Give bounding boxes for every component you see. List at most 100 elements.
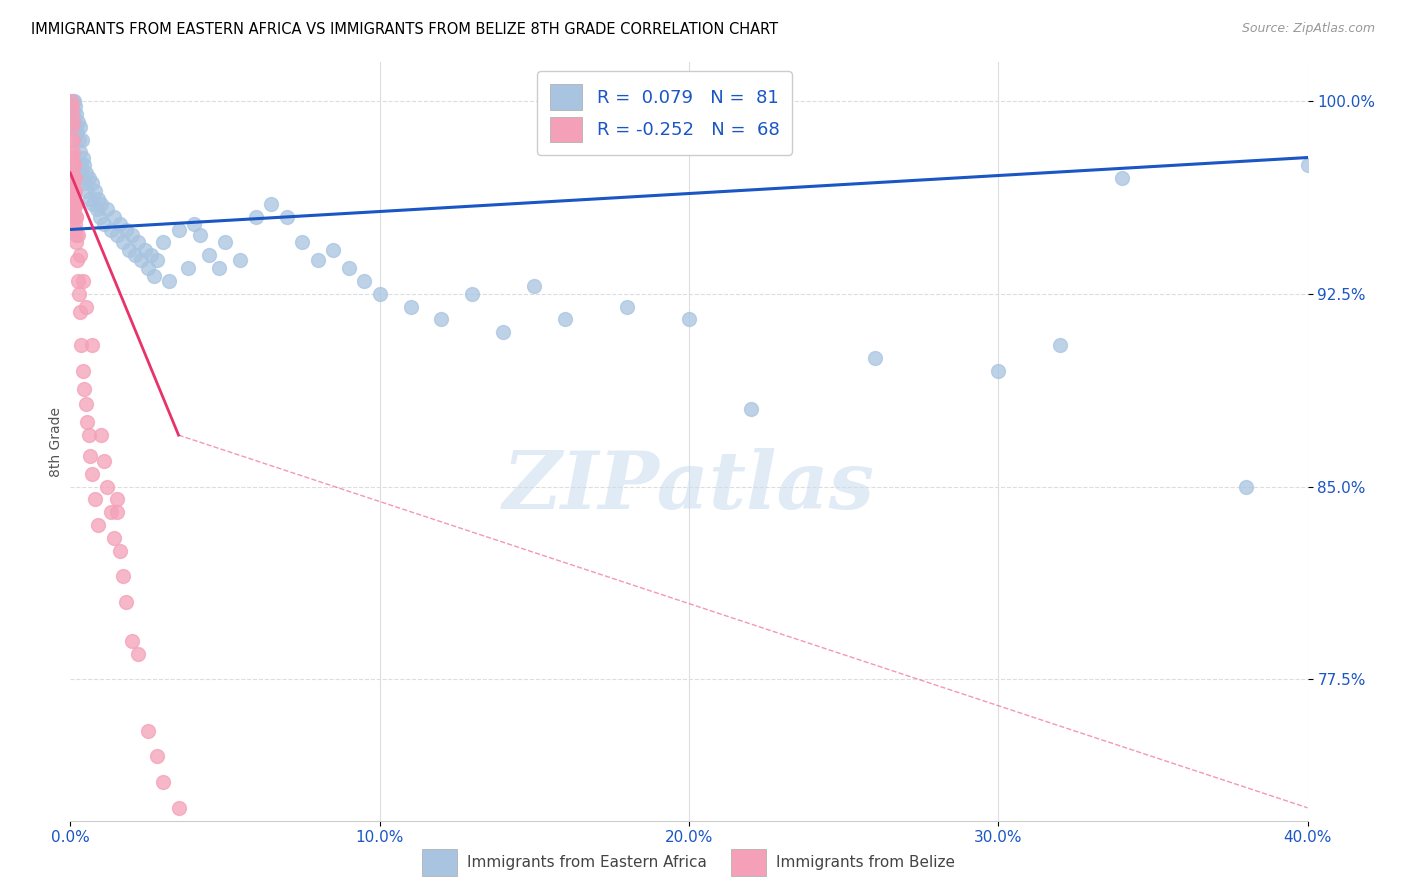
Point (82, 196, 105, 211)
Point (1111, 171, 1133, 186)
Point (108, 543, 131, 558)
Point (152, 235, 174, 250)
Point (63, 99, 86, 113)
Point (276, 210, 298, 224)
Point (77, 428, 100, 442)
Point (124, 248, 146, 262)
Point (616, 300, 638, 314)
Point (208, 261, 231, 276)
Point (76, 184, 98, 198)
Point (523, 279, 546, 293)
Point (103, 531, 125, 545)
Point (80, 176, 103, 190)
Point (67, 227, 90, 242)
Y-axis label: 8th Grade: 8th Grade (49, 407, 63, 476)
Point (492, 326, 515, 340)
Point (105, 505, 128, 519)
Text: Immigrants from Belize: Immigrants from Belize (776, 855, 955, 870)
Point (96, 479, 118, 493)
Point (93, 454, 115, 468)
Point (69, 304, 91, 318)
Point (63, 171, 86, 186)
Point (63, 94, 86, 108)
Point (167, 801, 190, 815)
Point (62, 145, 84, 160)
Point (63, 218, 86, 232)
Point (430, 312, 453, 326)
Point (60, 132, 83, 146)
Point (111, 569, 134, 583)
Point (60, 166, 83, 180)
Text: ZIPatlas: ZIPatlas (503, 449, 875, 525)
Point (63, 184, 86, 198)
Point (863, 351, 886, 365)
Point (84, 492, 107, 507)
Point (105, 227, 128, 242)
Point (103, 210, 125, 224)
Point (146, 253, 169, 268)
Point (291, 235, 314, 250)
Point (70, 338, 93, 352)
Point (100, 505, 122, 519)
Point (322, 243, 344, 257)
Point (66, 253, 89, 268)
Point (60, 145, 83, 160)
Point (146, 749, 169, 764)
Point (73, 158, 96, 172)
Point (111, 235, 134, 250)
Point (399, 300, 422, 314)
Point (66, 125, 89, 139)
Point (62, 99, 84, 113)
Text: IMMIGRANTS FROM EASTERN AFRICA VS IMMIGRANTS FROM BELIZE 8TH GRADE CORRELATION C: IMMIGRANTS FROM EASTERN AFRICA VS IMMIGR… (31, 22, 778, 37)
Point (96, 202, 118, 216)
Point (167, 222, 190, 236)
Point (134, 243, 156, 257)
Point (87, 518, 110, 533)
Point (80, 338, 103, 352)
Point (65, 196, 87, 211)
Point (461, 286, 484, 301)
Point (229, 253, 252, 268)
Point (79, 449, 101, 463)
Point (678, 312, 700, 326)
Point (100, 222, 122, 236)
Point (188, 227, 211, 242)
Point (65, 196, 87, 211)
Point (62, 176, 84, 190)
Point (89, 210, 111, 224)
Point (740, 402, 762, 417)
Point (75, 300, 97, 314)
Point (118, 243, 141, 257)
Point (121, 633, 143, 648)
Point (136, 261, 159, 276)
Point (115, 595, 138, 609)
Point (63, 222, 86, 236)
Point (62, 114, 84, 128)
Point (127, 235, 149, 250)
Point (60, 94, 83, 108)
Point (1049, 338, 1071, 352)
Point (80, 467, 103, 481)
Point (75, 397, 97, 411)
Point (67, 274, 90, 288)
Point (72, 274, 94, 288)
Point (245, 210, 267, 224)
Point (67, 132, 90, 146)
Point (1234, 479, 1257, 493)
Point (70, 158, 93, 172)
Point (76, 415, 98, 429)
Point (152, 775, 174, 789)
Point (214, 235, 236, 250)
Point (93, 218, 115, 232)
Point (60, 120, 83, 134)
Point (59, 158, 82, 172)
Point (60, 176, 83, 190)
Point (84, 184, 107, 198)
Point (62, 192, 84, 206)
Point (63, 202, 86, 216)
Point (72, 171, 94, 186)
Point (121, 227, 143, 242)
Point (72, 151, 94, 165)
Point (554, 312, 576, 326)
Point (65, 107, 87, 121)
